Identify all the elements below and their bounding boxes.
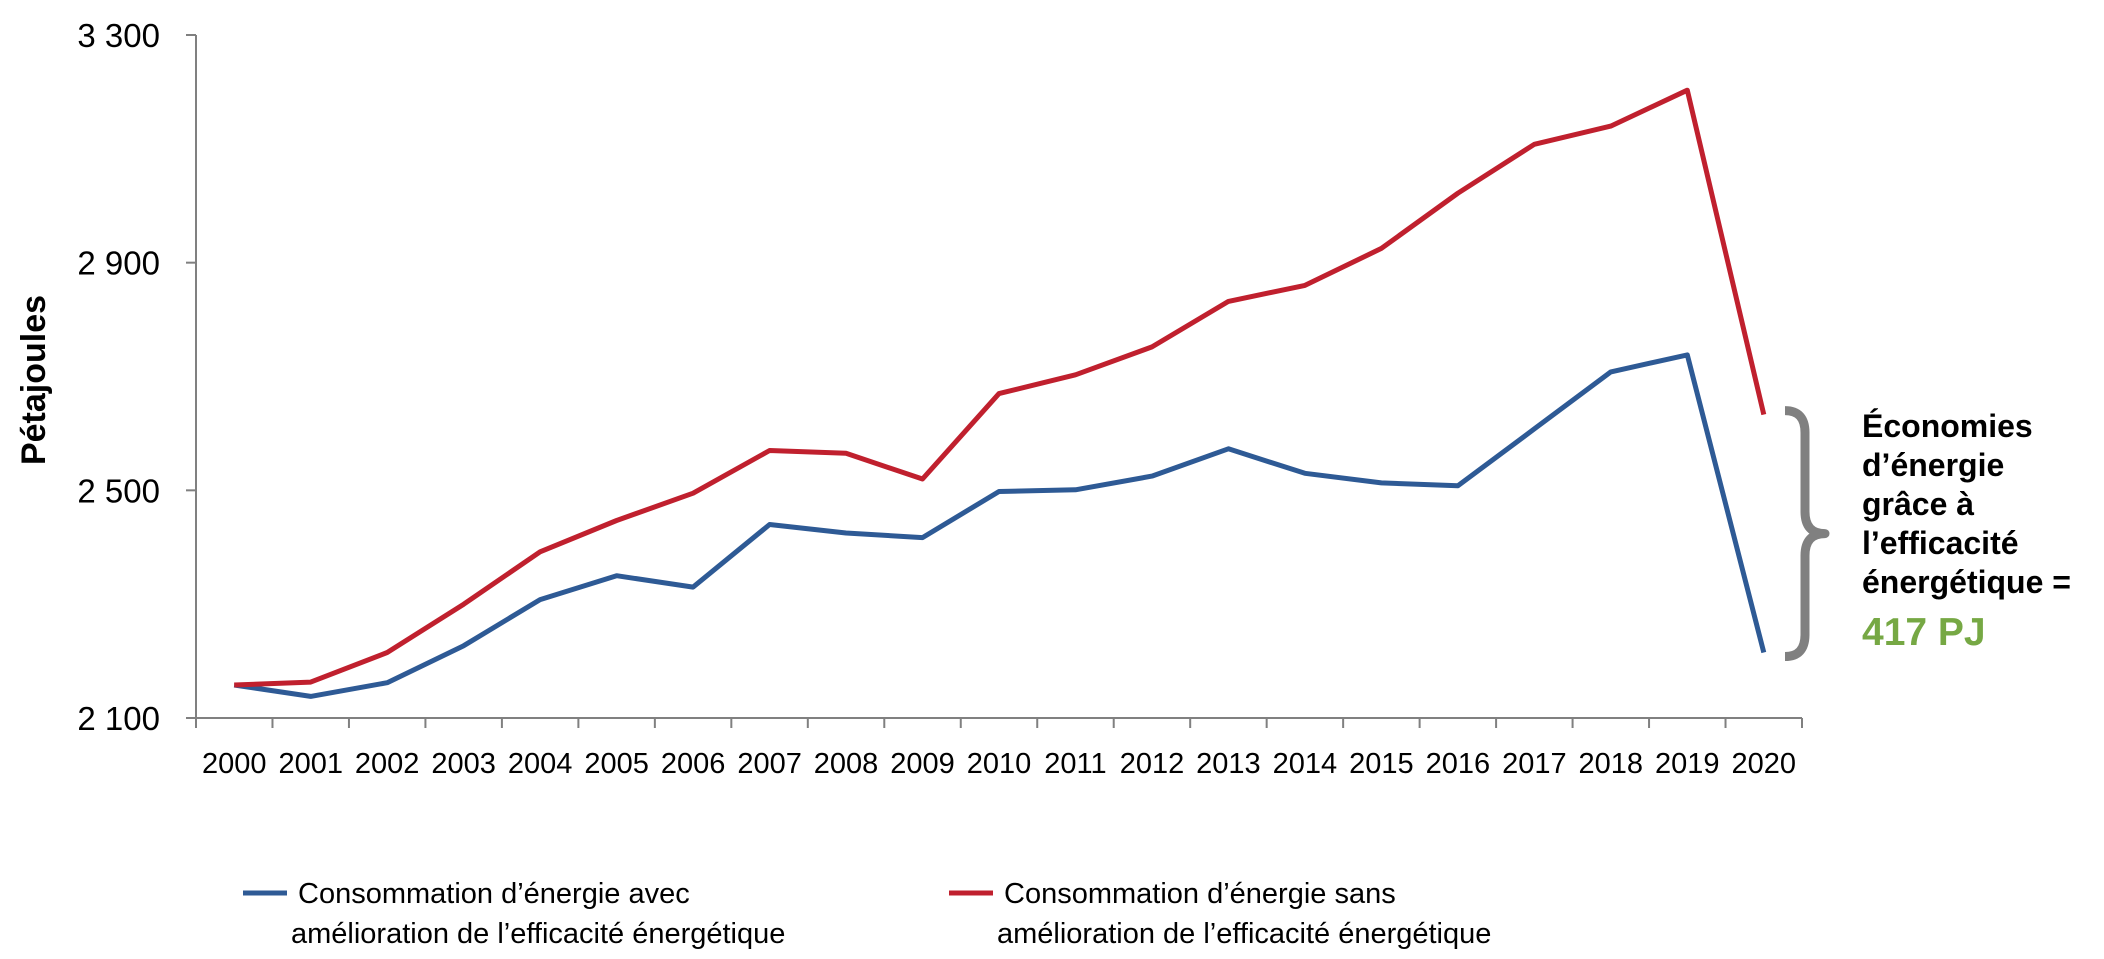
y-tick-label: 2 100: [77, 700, 160, 737]
annotation-text-line: Économies: [1862, 408, 2033, 444]
x-tick-label: 2009: [890, 748, 955, 780]
y-axis-label: Pétajoules: [15, 295, 53, 465]
x-tick-label: 2011: [1044, 748, 1106, 780]
x-tick-label: 2013: [1196, 748, 1261, 780]
x-tick-label: 2018: [1579, 748, 1644, 780]
y-ticks-group: 2 100 2 500 2 900 3 300: [77, 17, 196, 737]
x-ticks-group: 2000 2001 2002 2003 2004 2005 2006 2007 2008 2009…: [195, 718, 1803, 780]
annotation-text-line: énergétique =: [1862, 564, 2071, 600]
x-tick-label: 2008: [814, 748, 879, 780]
legend: Consommation d’énergie avec amélioration …: [243, 878, 1491, 950]
series-line-without-efficiency: [234, 87, 1767, 688]
series-line-with-efficiency: [233, 352, 1767, 699]
x-tick-label: 2016: [1426, 748, 1491, 780]
x-tick-label: 2001: [278, 748, 343, 780]
curly-brace: [1784, 406, 1830, 662]
x-tick-label: 2007: [737, 748, 802, 780]
annotation-value: 417 PJ: [1862, 611, 1986, 654]
annotation-text-line: grâce à: [1862, 486, 1974, 522]
legend-label-line-1: Consommation d’énergie avec: [298, 878, 690, 910]
y-tick-label: 2 500: [77, 472, 160, 509]
x-tick-label: 2015: [1349, 748, 1414, 780]
x-tick-label: 2003: [431, 748, 496, 780]
series-lines-group: [233, 87, 1767, 699]
x-tick-label: 2019: [1655, 748, 1720, 780]
x-tick-label: 2010: [967, 748, 1032, 780]
x-tick-label: 2004: [508, 748, 573, 780]
x-tick-label: 2006: [661, 748, 726, 780]
x-tick-label: 2014: [1273, 748, 1338, 780]
annotation-text-line: l’efficacité: [1862, 525, 2019, 561]
legend-label-line-1: Consommation d’énergie sans: [1004, 878, 1396, 910]
x-tick-label: 2005: [584, 748, 649, 780]
x-tick-label: 2000: [202, 748, 267, 780]
legend-label-line-2: amélioration de l’efficacité énergétique: [997, 918, 1491, 950]
x-tick-label: 2017: [1502, 748, 1567, 780]
x-tick-label: 2020: [1732, 748, 1797, 780]
y-tick-label: 3 300: [77, 17, 160, 54]
x-tick-label: 2012: [1120, 748, 1185, 780]
legend-label-line-2: amélioration de l’efficacité énergétique: [291, 918, 785, 950]
x-tick-label: 2002: [355, 748, 420, 780]
y-tick-label: 2 900: [77, 245, 160, 282]
annotation-text-line: d’énergie: [1862, 447, 2004, 483]
